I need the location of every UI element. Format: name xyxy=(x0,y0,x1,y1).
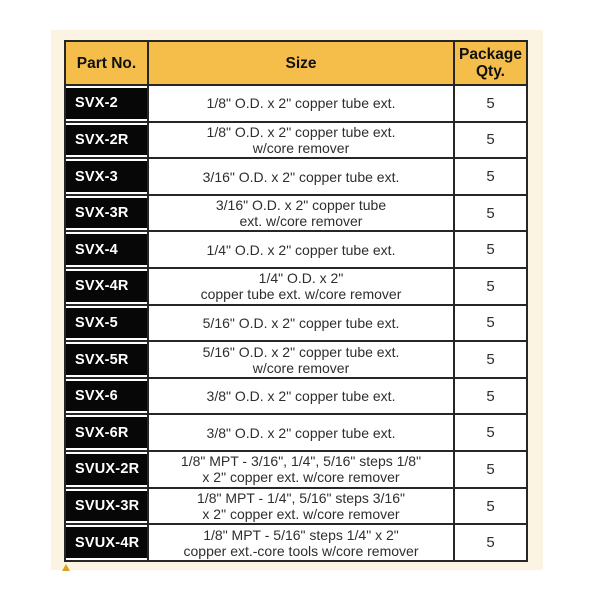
part-no-cell: SVX-4R xyxy=(66,269,149,304)
size-cell: 5/16" O.D. x 2" copper tube ext. xyxy=(149,305,455,341)
part-no-cell: SVX-5 xyxy=(66,305,149,341)
part-no-label: SVUX-3R xyxy=(66,490,147,522)
part-no-label: SVX-2R xyxy=(66,124,147,156)
size-cell: 1/8" O.D. x 2" copper tube ext. w/core r… xyxy=(149,122,455,158)
part-no-cell: SVX-6 xyxy=(66,378,149,414)
package-qty-cell: 5 xyxy=(486,497,495,515)
part-no-label: SVX-6 xyxy=(66,380,147,412)
part-no-cell: SVUX-3R xyxy=(66,488,149,524)
parts-table: Part No. Size Package Qty. SVX-2 1/8" O.… xyxy=(64,40,528,562)
part-no-label: SVX-6R xyxy=(66,417,147,449)
part-no-label: SVX-3R xyxy=(66,197,147,229)
package-qty-cell: 5 xyxy=(486,534,495,552)
size-cell: 3/16" O.D. x 2" copper tube ext. xyxy=(149,159,455,194)
table-row: SVX-4 1/4" O.D. x 2" copper tube ext. 5 xyxy=(66,232,526,270)
part-no-label: SVX-3 xyxy=(66,161,147,192)
caret-marker-icon xyxy=(62,564,70,571)
part-no-cell: SVUX-2R xyxy=(66,452,149,487)
package-qty-cell: 5 xyxy=(486,460,495,478)
table-row: SVX-2 1/8" O.D. x 2" copper tube ext. 5 xyxy=(66,86,526,123)
header-size: Size xyxy=(149,42,455,84)
part-no-cell: SVX-3 xyxy=(66,159,149,194)
part-no-label: SVX-5R xyxy=(66,344,147,375)
table-row: SVX-5R 5/16" O.D. x 2" copper tube ext. … xyxy=(66,342,526,379)
part-no-label: SVUX-2R xyxy=(66,454,147,485)
size-cell: 1/4" O.D. x 2" copper tube ext. xyxy=(149,232,455,268)
package-qty-cell: 5 xyxy=(486,94,495,112)
table-body: SVX-2 1/8" O.D. x 2" copper tube ext. 5 … xyxy=(66,86,526,560)
size-cell: 1/8" MPT - 1/4", 5/16" steps 3/16" x 2" … xyxy=(149,488,455,524)
part-no-cell: SVX-6R xyxy=(66,415,149,451)
size-cell: 5/16" O.D. x 2" copper tube ext. w/core … xyxy=(149,342,455,377)
table-header-row: Part No. Size Package Qty. xyxy=(66,42,526,86)
part-no-cell: SVX-3R xyxy=(66,195,149,231)
size-cell: 1/4" O.D. x 2" copper tube ext. w/core r… xyxy=(149,269,455,304)
part-no-label: SVX-5 xyxy=(66,307,147,339)
package-qty-cell: 5 xyxy=(486,241,495,259)
size-cell: 1/8" MPT - 5/16" steps 1/4" x 2" copper … xyxy=(149,525,455,560)
table-row: SVUX-2R 1/8" MPT - 3/16", 1/4", 5/16" st… xyxy=(66,452,526,489)
size-cell: 1/8" O.D. x 2" copper tube ext. xyxy=(149,86,455,121)
header-part-no: Part No. xyxy=(66,42,149,84)
part-no-cell: SVX-5R xyxy=(66,342,149,377)
size-cell: 3/16" O.D. x 2" copper tube ext. w/core … xyxy=(149,195,455,231)
package-qty-cell: 5 xyxy=(486,277,495,295)
size-cell: 3/8" O.D. x 2" copper tube ext. xyxy=(149,378,455,414)
package-qty-cell: 5 xyxy=(486,424,495,442)
part-no-label: SVX-4 xyxy=(66,234,147,266)
table-row: SVX-3 3/16" O.D. x 2" copper tube ext. 5 xyxy=(66,159,526,196)
header-package-qty: Package Qty. xyxy=(459,46,522,80)
size-cell: 3/8" O.D. x 2" copper tube ext. xyxy=(149,415,455,451)
part-no-label: SVX-4R xyxy=(66,271,147,302)
package-qty-cell: 5 xyxy=(486,204,495,222)
part-no-label: SVX-2 xyxy=(66,88,147,119)
table-row: SVX-4R 1/4" O.D. x 2" copper tube ext. w… xyxy=(66,269,526,306)
table-row: SVX-5 5/16" O.D. x 2" copper tube ext. 5 xyxy=(66,305,526,343)
package-qty-cell: 5 xyxy=(486,131,495,149)
part-no-label: SVUX-4R xyxy=(66,527,147,558)
table-row: SVX-6 3/8" O.D. x 2" copper tube ext. 5 xyxy=(66,378,526,416)
part-no-cell: SVX-4 xyxy=(66,232,149,268)
package-qty-cell: 5 xyxy=(486,351,495,369)
table-row: SVX-2R 1/8" O.D. x 2" copper tube ext. w… xyxy=(66,122,526,160)
table-row: SVX-3R 3/16" O.D. x 2" copper tube ext. … xyxy=(66,195,526,233)
part-no-cell: SVUX-4R xyxy=(66,525,149,560)
part-no-cell: SVX-2R xyxy=(66,122,149,158)
table-row: SVX-6R 3/8" O.D. x 2" copper tube ext. 5 xyxy=(66,415,526,453)
package-qty-cell: 5 xyxy=(486,168,495,186)
table-row: SVUX-4R 1/8" MPT - 5/16" steps 1/4" x 2"… xyxy=(66,525,526,560)
package-qty-cell: 5 xyxy=(486,314,495,332)
part-no-cell: SVX-2 xyxy=(66,86,149,121)
table-row: SVUX-3R 1/8" MPT - 1/4", 5/16" steps 3/1… xyxy=(66,488,526,526)
package-qty-cell: 5 xyxy=(486,387,495,405)
size-cell: 1/8" MPT - 3/16", 1/4", 5/16" steps 1/8"… xyxy=(149,452,455,487)
